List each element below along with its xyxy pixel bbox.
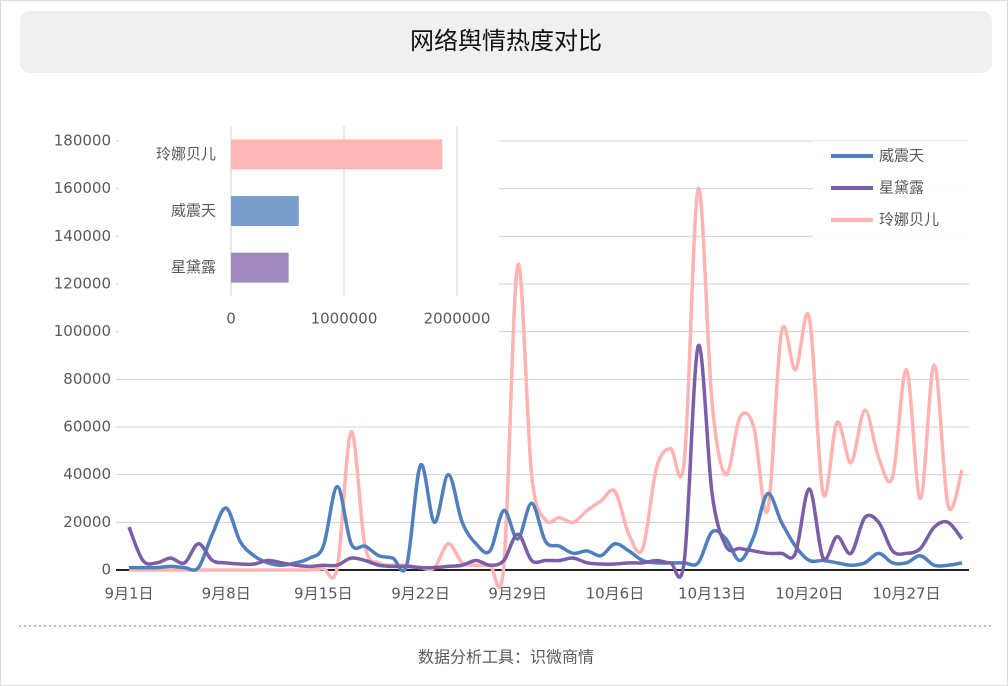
legend-label: 玲娜贝儿 xyxy=(879,211,939,229)
title-box xyxy=(20,11,992,73)
y-tick-label: 0 xyxy=(101,561,111,579)
y-tick-label: 20000 xyxy=(63,513,111,531)
y-tick-label: 140000 xyxy=(54,227,111,245)
x-tick-label: 2000000 xyxy=(424,310,491,328)
legend-label: 威震天 xyxy=(879,147,924,165)
y-tick-label: 80000 xyxy=(63,370,111,388)
x-tick-label: 9月15日 xyxy=(294,585,353,603)
x-tick-label: 9月29日 xyxy=(488,585,547,603)
x-tick-label: 9月22日 xyxy=(391,585,450,603)
x-tick-label: 1000000 xyxy=(311,310,378,328)
x-tick-label: 10月13日 xyxy=(678,585,746,603)
bar xyxy=(231,196,299,226)
chart-title: 网络舆情热度对比 xyxy=(410,27,602,55)
y-tick-label: 100000 xyxy=(54,322,111,340)
data-line xyxy=(129,186,964,590)
y-tick-label: 威震天 xyxy=(171,202,216,220)
y-tick-label: 160000 xyxy=(54,179,111,197)
y-tick-label: 180000 xyxy=(54,132,111,150)
x-tick-label: 9月8日 xyxy=(202,585,251,603)
x-tick-label: 10月20日 xyxy=(775,585,843,603)
data-line xyxy=(127,343,964,579)
y-tick-label: 玲娜贝儿 xyxy=(156,145,216,163)
main-plot: 0 20000 40000 60000 80000 100000 120000 140000 1… xyxy=(54,132,969,603)
bar xyxy=(231,139,443,170)
legend-label: 星黛露 xyxy=(879,179,924,197)
y-tick-label: 星黛露 xyxy=(171,258,216,276)
bar xyxy=(231,252,289,283)
y-tick-label: 60000 xyxy=(63,418,111,436)
x-tick-label: 0 xyxy=(226,310,236,328)
x-tick-label: 9月1日 xyxy=(104,585,153,603)
footer: 数据分析工具：识微商情 xyxy=(418,648,594,667)
y-tick-label: 120000 xyxy=(54,275,111,293)
x-tick-label: 10月6日 xyxy=(586,585,645,603)
y-tick-label: 40000 xyxy=(63,465,111,483)
x-tick-label: 10月27日 xyxy=(872,585,940,603)
